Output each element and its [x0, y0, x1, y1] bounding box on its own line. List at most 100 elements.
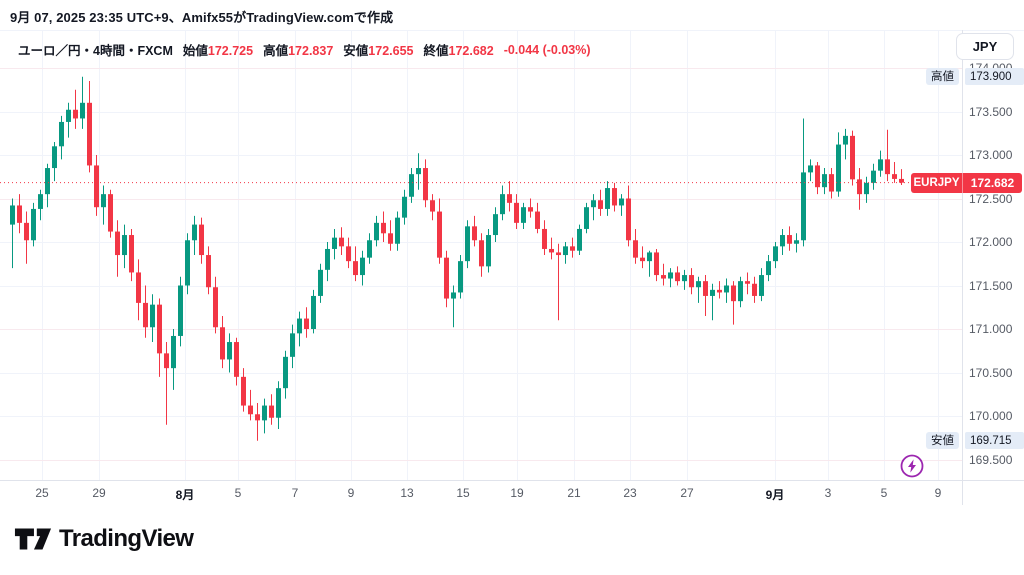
tradingview-brand[interactable]: TradingView — [14, 522, 194, 556]
price-tick-label: 173.000 — [969, 148, 1013, 162]
price-tick-label: 170.500 — [969, 365, 1013, 380]
candle-body — [549, 248, 554, 253]
candle-body — [892, 174, 897, 179]
candle-body — [416, 168, 421, 175]
candle-body — [38, 194, 43, 209]
tradingview-logo-text: TradingView — [59, 525, 194, 552]
candle-body — [80, 102, 85, 119]
candle-body — [262, 405, 267, 421]
candle-body — [577, 228, 582, 251]
candle-body — [311, 295, 316, 329]
candle-body — [101, 194, 106, 208]
candle-body — [682, 275, 687, 282]
candle-body — [66, 109, 71, 122]
price-tick-label: 170.000 — [969, 409, 1013, 423]
date-tick-label: 9 — [934, 486, 942, 500]
candle-body — [17, 205, 22, 223]
candle-body — [339, 237, 344, 247]
candle-body — [584, 207, 589, 229]
last-price-value: 172.682 — [970, 175, 1015, 190]
candle-body — [430, 200, 435, 212]
candle-body — [773, 246, 778, 262]
candle-body — [241, 376, 246, 406]
candle-body — [402, 196, 407, 218]
time-axis-border — [0, 480, 1024, 481]
candle-body — [654, 252, 659, 276]
candle-body — [717, 289, 722, 293]
chart-legend: ユーロ／円・4時間・FXCM 始値172.725 高値172.837 安値172… — [18, 40, 591, 59]
date-tick-label: 5 — [880, 486, 888, 500]
candle-body — [325, 248, 330, 270]
candle-body — [206, 255, 211, 288]
candle-body — [640, 257, 645, 262]
candlestick-series — [10, 76, 904, 441]
last-price-tag[interactable]: EURJPY 172.682 — [911, 172, 1022, 193]
candle-body — [472, 226, 477, 241]
candle-body — [367, 240, 372, 258]
legend-high: 高値172.837 — [263, 44, 334, 58]
low-marker-value: 169.715 — [965, 432, 1024, 450]
candle-body — [899, 178, 904, 183]
currency-unit-button[interactable]: JPY — [956, 33, 1014, 60]
candle-body — [381, 222, 386, 234]
candle-body — [94, 165, 99, 208]
candle-body — [213, 287, 218, 328]
candle-body — [171, 335, 176, 369]
flash-action-button[interactable] — [900, 454, 924, 478]
candle-body — [479, 240, 484, 267]
candle-body — [388, 233, 393, 244]
high-marker-value: 173.900 — [965, 68, 1024, 86]
candle-body — [591, 200, 596, 208]
candle-body — [199, 224, 204, 256]
last-price-symbol: EURJPY — [913, 176, 960, 189]
legend-open: 始値172.725 — [182, 44, 254, 58]
candle-body — [794, 240, 799, 244]
candle-body — [808, 165, 813, 173]
candle-body — [500, 194, 505, 215]
last-price-divider — [962, 172, 963, 193]
candle-body — [801, 172, 806, 241]
candle-body — [10, 205, 15, 225]
candle-body — [395, 217, 400, 244]
candle-body — [528, 207, 533, 212]
candle-body — [115, 231, 120, 256]
candle-body — [437, 211, 442, 258]
candle-body — [73, 109, 78, 119]
candle-body — [710, 289, 715, 296]
date-tick-label: 13 — [400, 486, 414, 500]
candle-body — [234, 342, 239, 377]
candle-body — [444, 257, 449, 299]
candle-body — [661, 275, 666, 279]
candle-body — [668, 272, 673, 279]
legend-close: 終値172.682 — [423, 44, 494, 58]
candle-body — [871, 170, 876, 183]
candle-body — [836, 144, 841, 192]
time-axis[interactable]: 25 29 8月 5 7 9 13 15 19 21 23 27 9月 3 5 9 — [0, 481, 1024, 505]
candle-body — [598, 200, 603, 209]
candle-body — [318, 269, 323, 296]
candle-body — [360, 257, 365, 276]
candle-body — [738, 281, 743, 302]
candle-body — [129, 235, 134, 273]
candle-body — [696, 281, 701, 288]
candle-body — [514, 202, 519, 223]
price-axis[interactable]: 174.000173.500173.000172.500172.000171.5… — [962, 30, 1024, 480]
candle-body — [52, 146, 57, 169]
date-tick-label: 7 — [291, 486, 299, 500]
candle-body — [731, 285, 736, 302]
date-tick-label: 3 — [824, 486, 832, 500]
creation-caption: 9月 07, 2025 23:35 UTC+9、Amifx55がTradingV… — [10, 10, 394, 25]
price-axis-border — [962, 30, 963, 505]
candle-body — [143, 302, 148, 328]
high-marker-label: 高値 — [926, 68, 959, 86]
symbol-title[interactable]: ユーロ／円・4時間・FXCM — [18, 44, 173, 58]
candle-body — [178, 285, 183, 336]
low-marker-label: 安値 — [926, 432, 959, 450]
price-tick-label: 169.500 — [969, 452, 1013, 467]
candle-body — [465, 226, 470, 262]
candle-body — [255, 414, 260, 421]
candle-body — [724, 285, 729, 293]
price-tick-label: 171.500 — [969, 278, 1013, 293]
